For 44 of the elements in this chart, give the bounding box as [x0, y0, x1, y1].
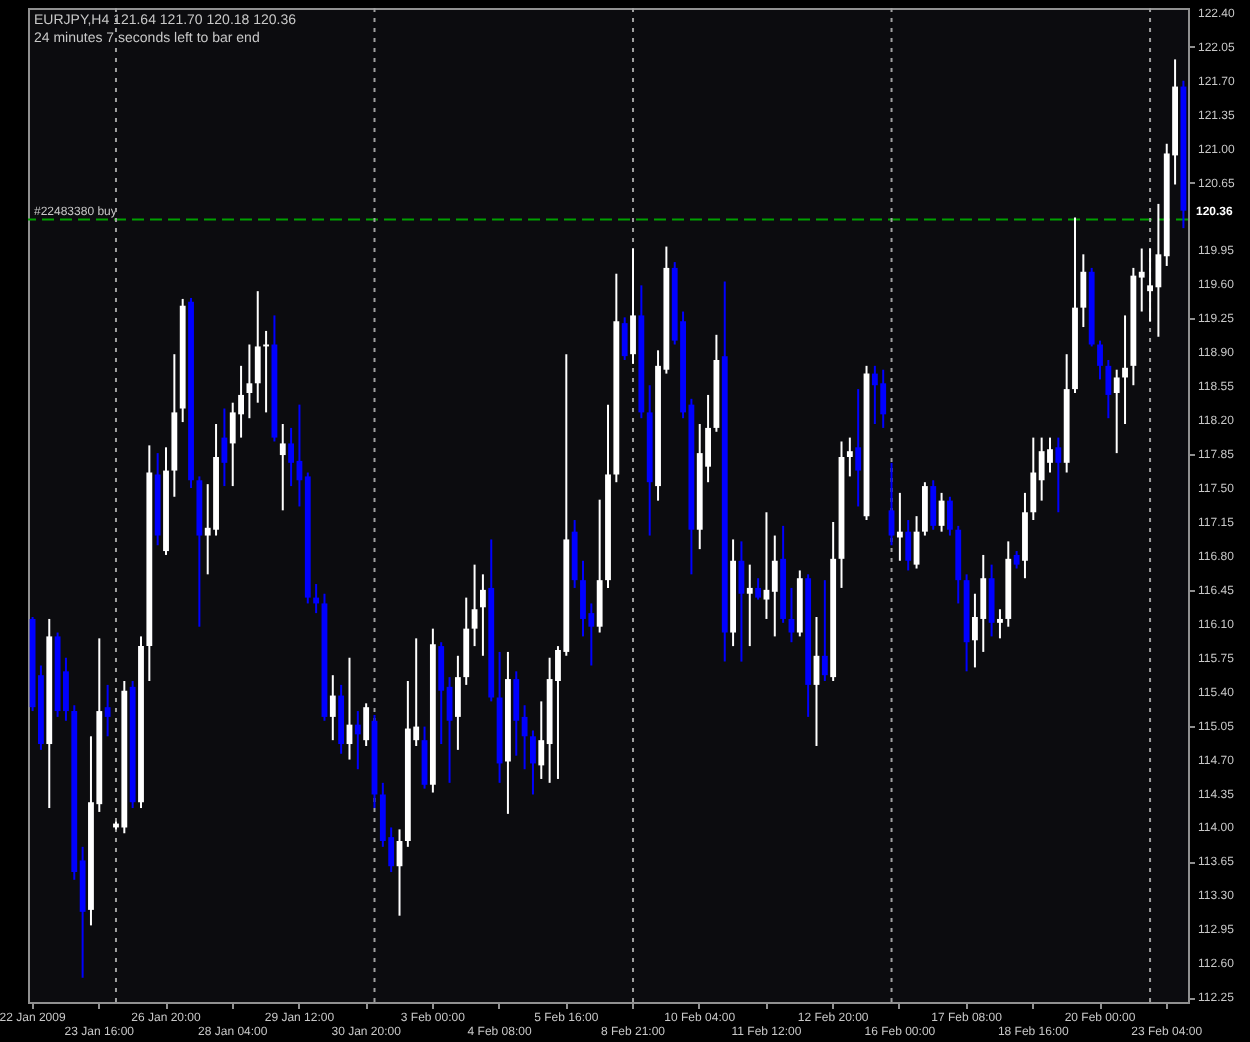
candlestick: [580, 559, 586, 638]
candlestick: [1047, 436, 1053, 474]
candlestick: [1097, 339, 1103, 381]
candlestick: [921, 481, 928, 537]
candlestick: [997, 608, 1003, 640]
candlestick: [880, 368, 887, 429]
candlestick: [229, 401, 236, 488]
candlestick: [1113, 368, 1120, 455]
candlestick: [871, 364, 878, 426]
candlestick: [288, 426, 295, 488]
candlestick: [254, 290, 261, 404]
candlestick: [246, 343, 253, 420]
candlestick: [329, 674, 336, 742]
candlestick: [238, 364, 244, 439]
candlestick: [846, 436, 853, 478]
candlestick: [454, 654, 461, 751]
candlestick: [104, 683, 111, 738]
candlestick: [530, 729, 536, 796]
candlestick: [630, 247, 636, 365]
candlestick: [1055, 436, 1062, 514]
candlestick: [363, 702, 370, 747]
candlestick: [513, 670, 520, 757]
candlestick: [438, 641, 445, 746]
candlestick: [821, 579, 828, 683]
candlestick: [905, 519, 912, 572]
candlestick: [755, 577, 762, 601]
candlestick: [930, 479, 937, 531]
candlestick: [596, 498, 603, 634]
candlestick: [746, 563, 753, 648]
candlestick: [980, 553, 987, 653]
candlestick: [221, 407, 228, 488]
candlestick: [1105, 359, 1112, 420]
candlestick: [279, 423, 286, 512]
candlestick: [771, 534, 778, 638]
candlestick: [1147, 247, 1153, 323]
candlestick: [621, 316, 628, 362]
candlestick: [1080, 253, 1087, 329]
candlestick: [1122, 314, 1128, 426]
candlestick: [946, 495, 953, 537]
candlestick: [479, 573, 486, 657]
candlestick: [1030, 436, 1037, 522]
candlestick: [354, 710, 361, 771]
candlestick: [855, 388, 862, 508]
candlestick: [988, 563, 995, 638]
